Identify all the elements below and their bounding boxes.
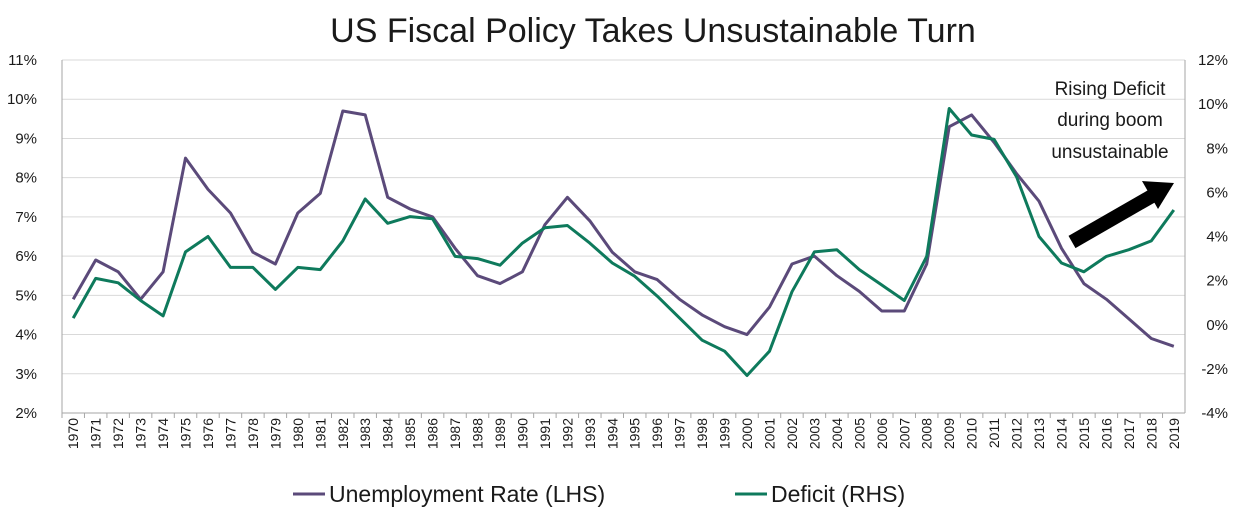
- x-tick-label: 1996: [649, 418, 665, 449]
- x-tick-label: 2014: [1053, 418, 1069, 449]
- x-tick-label: 1973: [133, 418, 149, 449]
- x-tick-label: 1990: [514, 418, 530, 449]
- x-tick-label: 1978: [245, 418, 261, 449]
- right-tick-label: 12%: [1198, 52, 1228, 69]
- x-tick-label: 1974: [155, 418, 171, 449]
- x-tick-label: 1982: [335, 418, 351, 449]
- annotation: Rising Deficit during boom unsustainable: [1051, 79, 1174, 249]
- x-tick-label: 2003: [806, 418, 822, 449]
- x-tick-label: 2019: [1166, 418, 1182, 449]
- right-tick-label: 8%: [1206, 140, 1228, 157]
- x-tick-label: 1997: [672, 418, 688, 449]
- x-tick-label: 1985: [402, 418, 418, 449]
- x-tick-label: 1993: [582, 418, 598, 449]
- left-tick-label: 5%: [15, 287, 37, 304]
- x-tick-label: 1979: [267, 418, 283, 449]
- x-tick-label: 1975: [178, 418, 194, 449]
- unemployment-line: [71, 109, 1175, 348]
- left-tick-label: 2%: [15, 405, 37, 422]
- x-tick-label: 1989: [492, 418, 508, 449]
- annotation-line-1: Rising Deficit: [1055, 79, 1167, 100]
- annotation-arrow-head: [1142, 181, 1174, 209]
- left-tick-label: 9%: [15, 130, 37, 147]
- x-tick-label: 1988: [470, 418, 486, 449]
- x-tick-label: 1983: [357, 418, 373, 449]
- x-tick-label: 1994: [604, 418, 620, 449]
- x-tick-label: 2004: [829, 418, 845, 449]
- right-tick-label: 0%: [1206, 317, 1228, 334]
- x-tick-label: 2008: [919, 418, 935, 449]
- left-tick-label: 11%: [8, 52, 37, 69]
- x-tick-label: 2002: [784, 418, 800, 449]
- left-tick-label: 10%: [7, 91, 37, 108]
- x-tick-label: 2015: [1076, 418, 1092, 449]
- right-tick-label: 2%: [1206, 273, 1228, 290]
- legend-label-deficit: Deficit (RHS): [771, 481, 905, 507]
- left-axis: 2% 3% 4% 5% 6% 7% 8% 9% 10% 11%: [7, 52, 37, 422]
- legend-label-unemployment: Unemployment Rate (LHS): [329, 481, 605, 507]
- x-tick-label: 2017: [1121, 418, 1137, 449]
- x-tick-label: 1992: [559, 418, 575, 449]
- x-tick-label: 2007: [896, 418, 912, 449]
- x-tick-label: 1977: [222, 418, 238, 449]
- x-tick-label: 2011: [986, 418, 1002, 448]
- x-tick-label: 1986: [425, 418, 441, 449]
- x-axis: 1970 1971 1972 1973 1974 1975 1976 1977 1978 1979…: [61, 413, 1182, 449]
- right-tick-label: 6%: [1206, 184, 1228, 201]
- left-tick-label: 6%: [15, 248, 37, 265]
- x-tick-label: 1980: [290, 418, 306, 449]
- right-tick-label: 4%: [1206, 229, 1228, 246]
- deficit-line: [71, 107, 1176, 377]
- gridlines: [61, 59, 1186, 414]
- legend: Unemployment Rate (LHS) Deficit (RHS): [293, 481, 905, 507]
- x-tick-label: 2018: [1143, 418, 1159, 449]
- left-tick-label: 3%: [15, 366, 37, 383]
- x-tick-label: 1991: [537, 418, 553, 449]
- x-tick-label: 1995: [627, 418, 643, 449]
- left-tick-label: 7%: [15, 209, 37, 226]
- x-tick-label: 1972: [110, 418, 126, 449]
- annotation-arrow-shaft: [1068, 189, 1156, 249]
- x-tick-label: 1999: [717, 418, 733, 449]
- annotation-line-3: unsustainable: [1051, 142, 1168, 163]
- x-tick-label: 2009: [941, 418, 957, 449]
- x-tick-label: 1976: [200, 418, 216, 449]
- x-tick-label: 2012: [1009, 418, 1025, 449]
- plot-area: [71, 107, 1176, 377]
- x-tick-label: 1971: [88, 418, 104, 449]
- chart-title: US Fiscal Policy Takes Unsustainable Tur…: [330, 12, 976, 50]
- x-tick-label: 2000: [739, 418, 755, 449]
- x-tick-label: 1984: [380, 418, 396, 449]
- right-axis: -4% -2% 0% 2% 4% 6% 8% 10% 12%: [1198, 52, 1228, 422]
- left-tick-label: 8%: [15, 170, 37, 187]
- x-tick-label: 2001: [761, 418, 777, 449]
- x-tick-label: 1987: [447, 418, 463, 449]
- x-tick-label: 2006: [874, 418, 890, 449]
- annotation-line-2: during boom: [1057, 110, 1163, 131]
- x-tick-label: 2013: [1031, 418, 1047, 449]
- x-tick-label: 1970: [65, 418, 81, 449]
- x-tick-label: 1981: [312, 418, 328, 449]
- x-tick-label: 2010: [964, 418, 980, 449]
- x-tick-label: 2005: [851, 418, 867, 449]
- right-tick-label: -4%: [1201, 405, 1228, 422]
- left-tick-label: 4%: [15, 327, 37, 344]
- right-tick-label: -2%: [1201, 361, 1228, 378]
- x-tick-label: 2016: [1098, 418, 1114, 449]
- x-tick-label: 1998: [694, 418, 710, 449]
- right-tick-label: 10%: [1198, 96, 1228, 113]
